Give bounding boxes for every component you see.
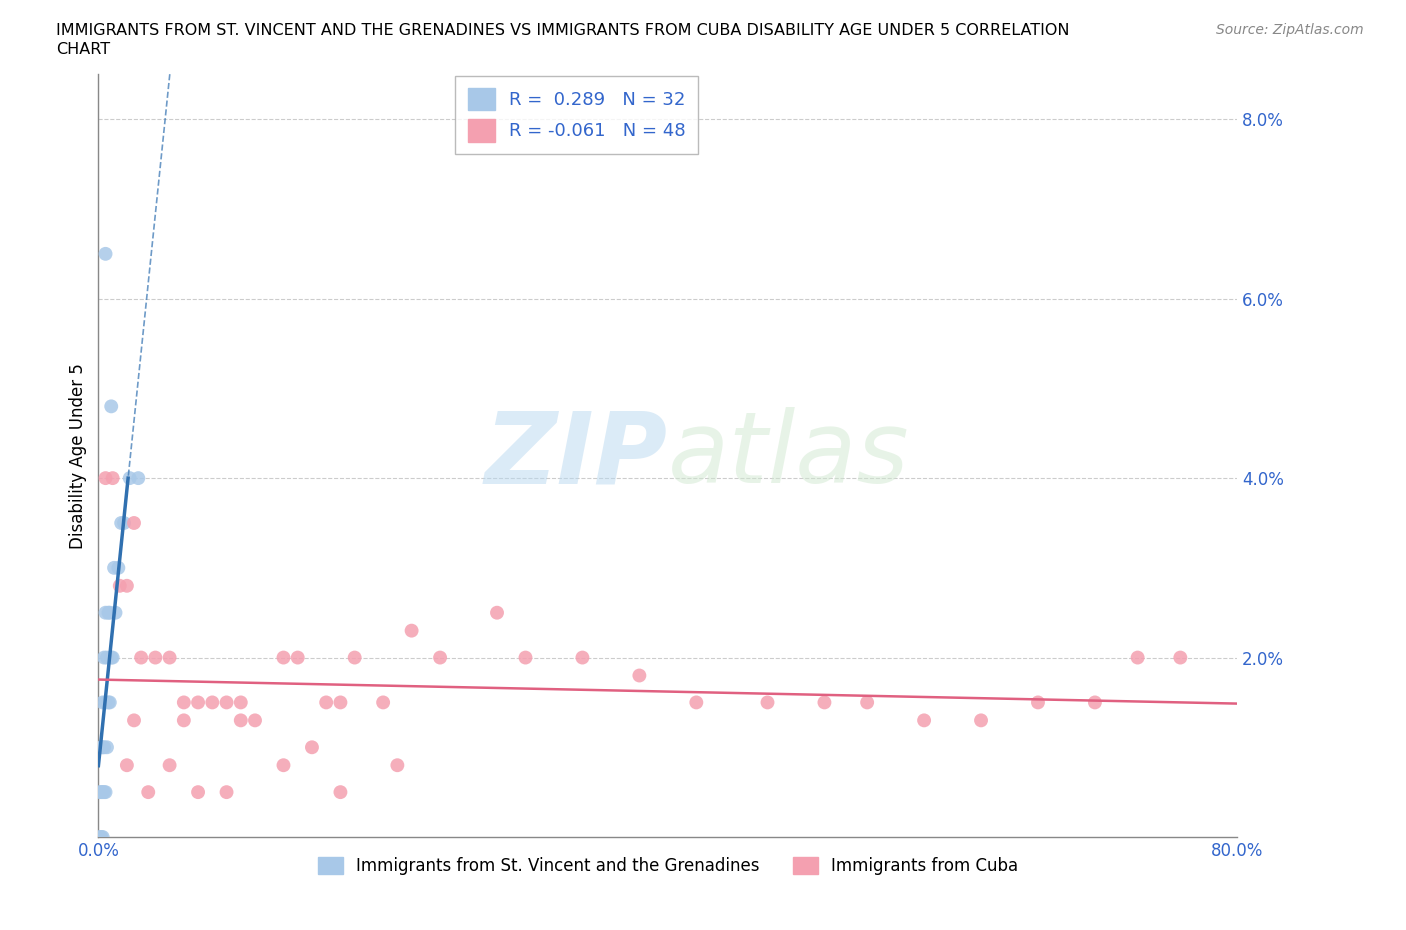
Point — [93, 740, 115, 755]
Point — [756, 695, 779, 710]
Point — [813, 695, 835, 710]
Text: ZIP: ZIP — [485, 407, 668, 504]
Point — [90, 740, 112, 755]
Point — [98, 605, 121, 620]
Point — [89, 830, 111, 844]
Point — [201, 695, 224, 710]
Point — [373, 695, 395, 710]
Point — [401, 623, 423, 638]
Point — [571, 650, 593, 665]
Point — [856, 695, 879, 710]
Point — [98, 695, 121, 710]
Point — [243, 713, 266, 728]
Point — [486, 605, 509, 620]
Point — [96, 740, 118, 755]
Point — [1126, 650, 1149, 665]
Point — [101, 650, 124, 665]
Point — [112, 515, 135, 530]
Point — [104, 605, 127, 620]
Point — [129, 650, 152, 665]
Point — [515, 650, 537, 665]
Point — [96, 650, 118, 665]
Point — [215, 785, 238, 800]
Point — [273, 758, 295, 773]
Point — [100, 650, 122, 665]
Point — [315, 695, 337, 710]
Point — [136, 785, 159, 800]
Point — [229, 713, 252, 728]
Point — [159, 758, 181, 773]
Point — [343, 650, 366, 665]
Point — [94, 785, 117, 800]
Point — [97, 695, 120, 710]
Text: IMMIGRANTS FROM ST. VINCENT AND THE GRENADINES VS IMMIGRANTS FROM CUBA DISABILIT: IMMIGRANTS FROM ST. VINCENT AND THE GREN… — [56, 23, 1070, 38]
Point — [108, 578, 131, 593]
Point — [110, 515, 132, 530]
Point — [93, 650, 115, 665]
Y-axis label: Disability Age Under 5: Disability Age Under 5 — [69, 363, 87, 549]
Point — [329, 785, 352, 800]
Text: atlas: atlas — [668, 407, 910, 504]
Point — [1084, 695, 1107, 710]
Point — [685, 695, 707, 710]
Text: CHART: CHART — [56, 42, 110, 57]
Point — [94, 471, 117, 485]
Point — [127, 471, 149, 485]
Point — [215, 695, 238, 710]
Point — [229, 695, 252, 710]
Point — [91, 830, 114, 844]
Point — [97, 605, 120, 620]
Point — [1026, 695, 1049, 710]
Point — [970, 713, 993, 728]
Legend: Immigrants from St. Vincent and the Grenadines, Immigrants from Cuba: Immigrants from St. Vincent and the Gren… — [311, 851, 1025, 882]
Point — [94, 246, 117, 261]
Point — [173, 695, 195, 710]
Text: Source: ZipAtlas.com: Source: ZipAtlas.com — [1216, 23, 1364, 37]
Point — [187, 785, 209, 800]
Point — [329, 695, 352, 710]
Point — [273, 650, 295, 665]
Point — [429, 650, 451, 665]
Point — [387, 758, 409, 773]
Point — [118, 471, 141, 485]
Point — [159, 650, 181, 665]
Point — [89, 785, 111, 800]
Point — [100, 399, 122, 414]
Point — [301, 740, 323, 755]
Point — [91, 785, 114, 800]
Point — [287, 650, 309, 665]
Point — [94, 605, 117, 620]
Point — [90, 830, 112, 844]
Point — [122, 515, 145, 530]
Point — [115, 578, 138, 593]
Point — [912, 713, 935, 728]
Point — [91, 695, 114, 710]
Point — [173, 713, 195, 728]
Point — [103, 561, 125, 576]
Point — [122, 713, 145, 728]
Point — [628, 668, 651, 683]
Point — [90, 785, 112, 800]
Point — [145, 650, 167, 665]
Point — [187, 695, 209, 710]
Point — [93, 785, 115, 800]
Point — [91, 740, 114, 755]
Point — [115, 758, 138, 773]
Point — [101, 471, 124, 485]
Point — [107, 561, 129, 576]
Point — [1170, 650, 1192, 665]
Point — [94, 695, 117, 710]
